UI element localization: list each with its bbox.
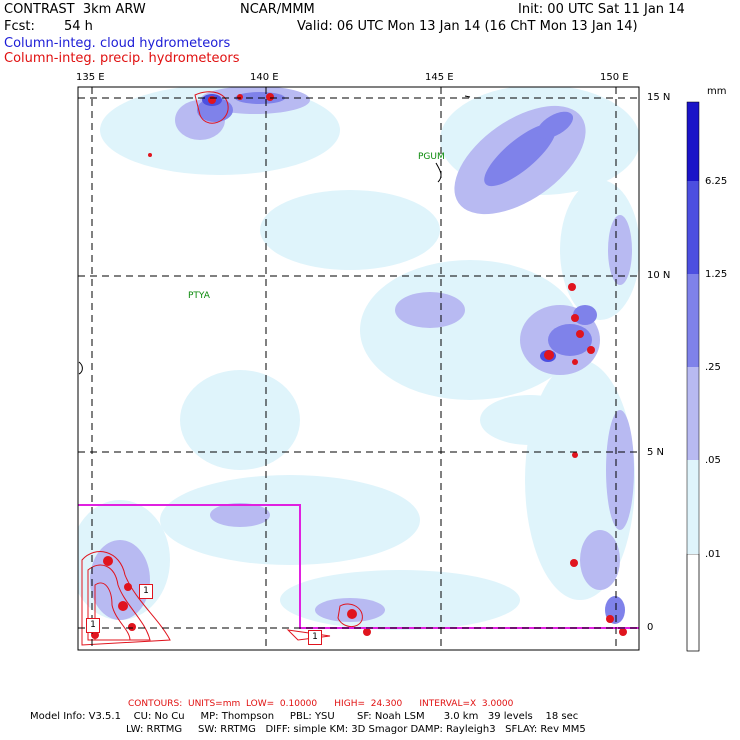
station-label-pgum: PGUM <box>418 152 445 162</box>
lon-label-145: 145 E <box>425 72 454 83</box>
contour-info: CONTOURS: UNITS=mm LOW= 0.10000 HIGH= 24… <box>128 699 514 709</box>
legend-unit: mm <box>707 86 727 97</box>
station-label-ptya: PTYA <box>188 291 210 301</box>
field-title-precip: Column-integ. precip. hydrometeors <box>4 51 240 66</box>
valid-time: Valid: 06 UTC Mon 13 Jan 14 (16 ChT Mon … <box>297 19 638 34</box>
color-bar <box>686 101 700 652</box>
institution: NCAR/MMM <box>240 2 315 17</box>
forecast-label: Fcst: <box>4 19 35 34</box>
lat-label-15n: 15 N <box>647 92 671 103</box>
lat-label-5n: 5 N <box>647 447 665 458</box>
hydrometeor-shading <box>78 87 639 630</box>
lat-lon-grid <box>78 87 639 650</box>
subdomain-boundary <box>78 504 639 629</box>
precip-cores <box>91 93 627 639</box>
contour-label: 1 <box>308 630 322 645</box>
legend-level-1-25: 1.25 <box>705 269 728 280</box>
lon-label-135: 135 E <box>76 72 105 83</box>
legend-level-0-25: .25 <box>705 362 721 373</box>
init-time: Init: 00 UTC Sat 11 Jan 14 <box>518 2 685 17</box>
coastline <box>78 95 471 375</box>
lat-label-10n: 10 N <box>647 270 671 281</box>
field-title-cloud: Column-integ. cloud hydrometeors <box>4 36 231 51</box>
contour-label: 1 <box>139 584 153 599</box>
model-info-line2: LW: RRTMG SW: RRTMG DIFF: simple KM: 3D … <box>126 724 586 735</box>
lon-label-150: 150 E <box>600 72 629 83</box>
legend-level-6-25: 6.25 <box>705 176 728 187</box>
forecast-hour: 54 h <box>64 19 93 34</box>
lat-label-0: 0 <box>647 622 654 633</box>
contour-label: 1 <box>86 618 100 633</box>
legend-level-0-01: .01 <box>705 549 721 560</box>
model-info-line1: Model Info: V3.5.1 CU: No Cu MP: Thompso… <box>30 711 579 722</box>
map-frame <box>77 86 640 651</box>
model-name: CONTRAST 3km ARW <box>4 2 146 17</box>
legend-level-0-05: .05 <box>705 455 721 466</box>
lon-label-140: 140 E <box>250 72 279 83</box>
